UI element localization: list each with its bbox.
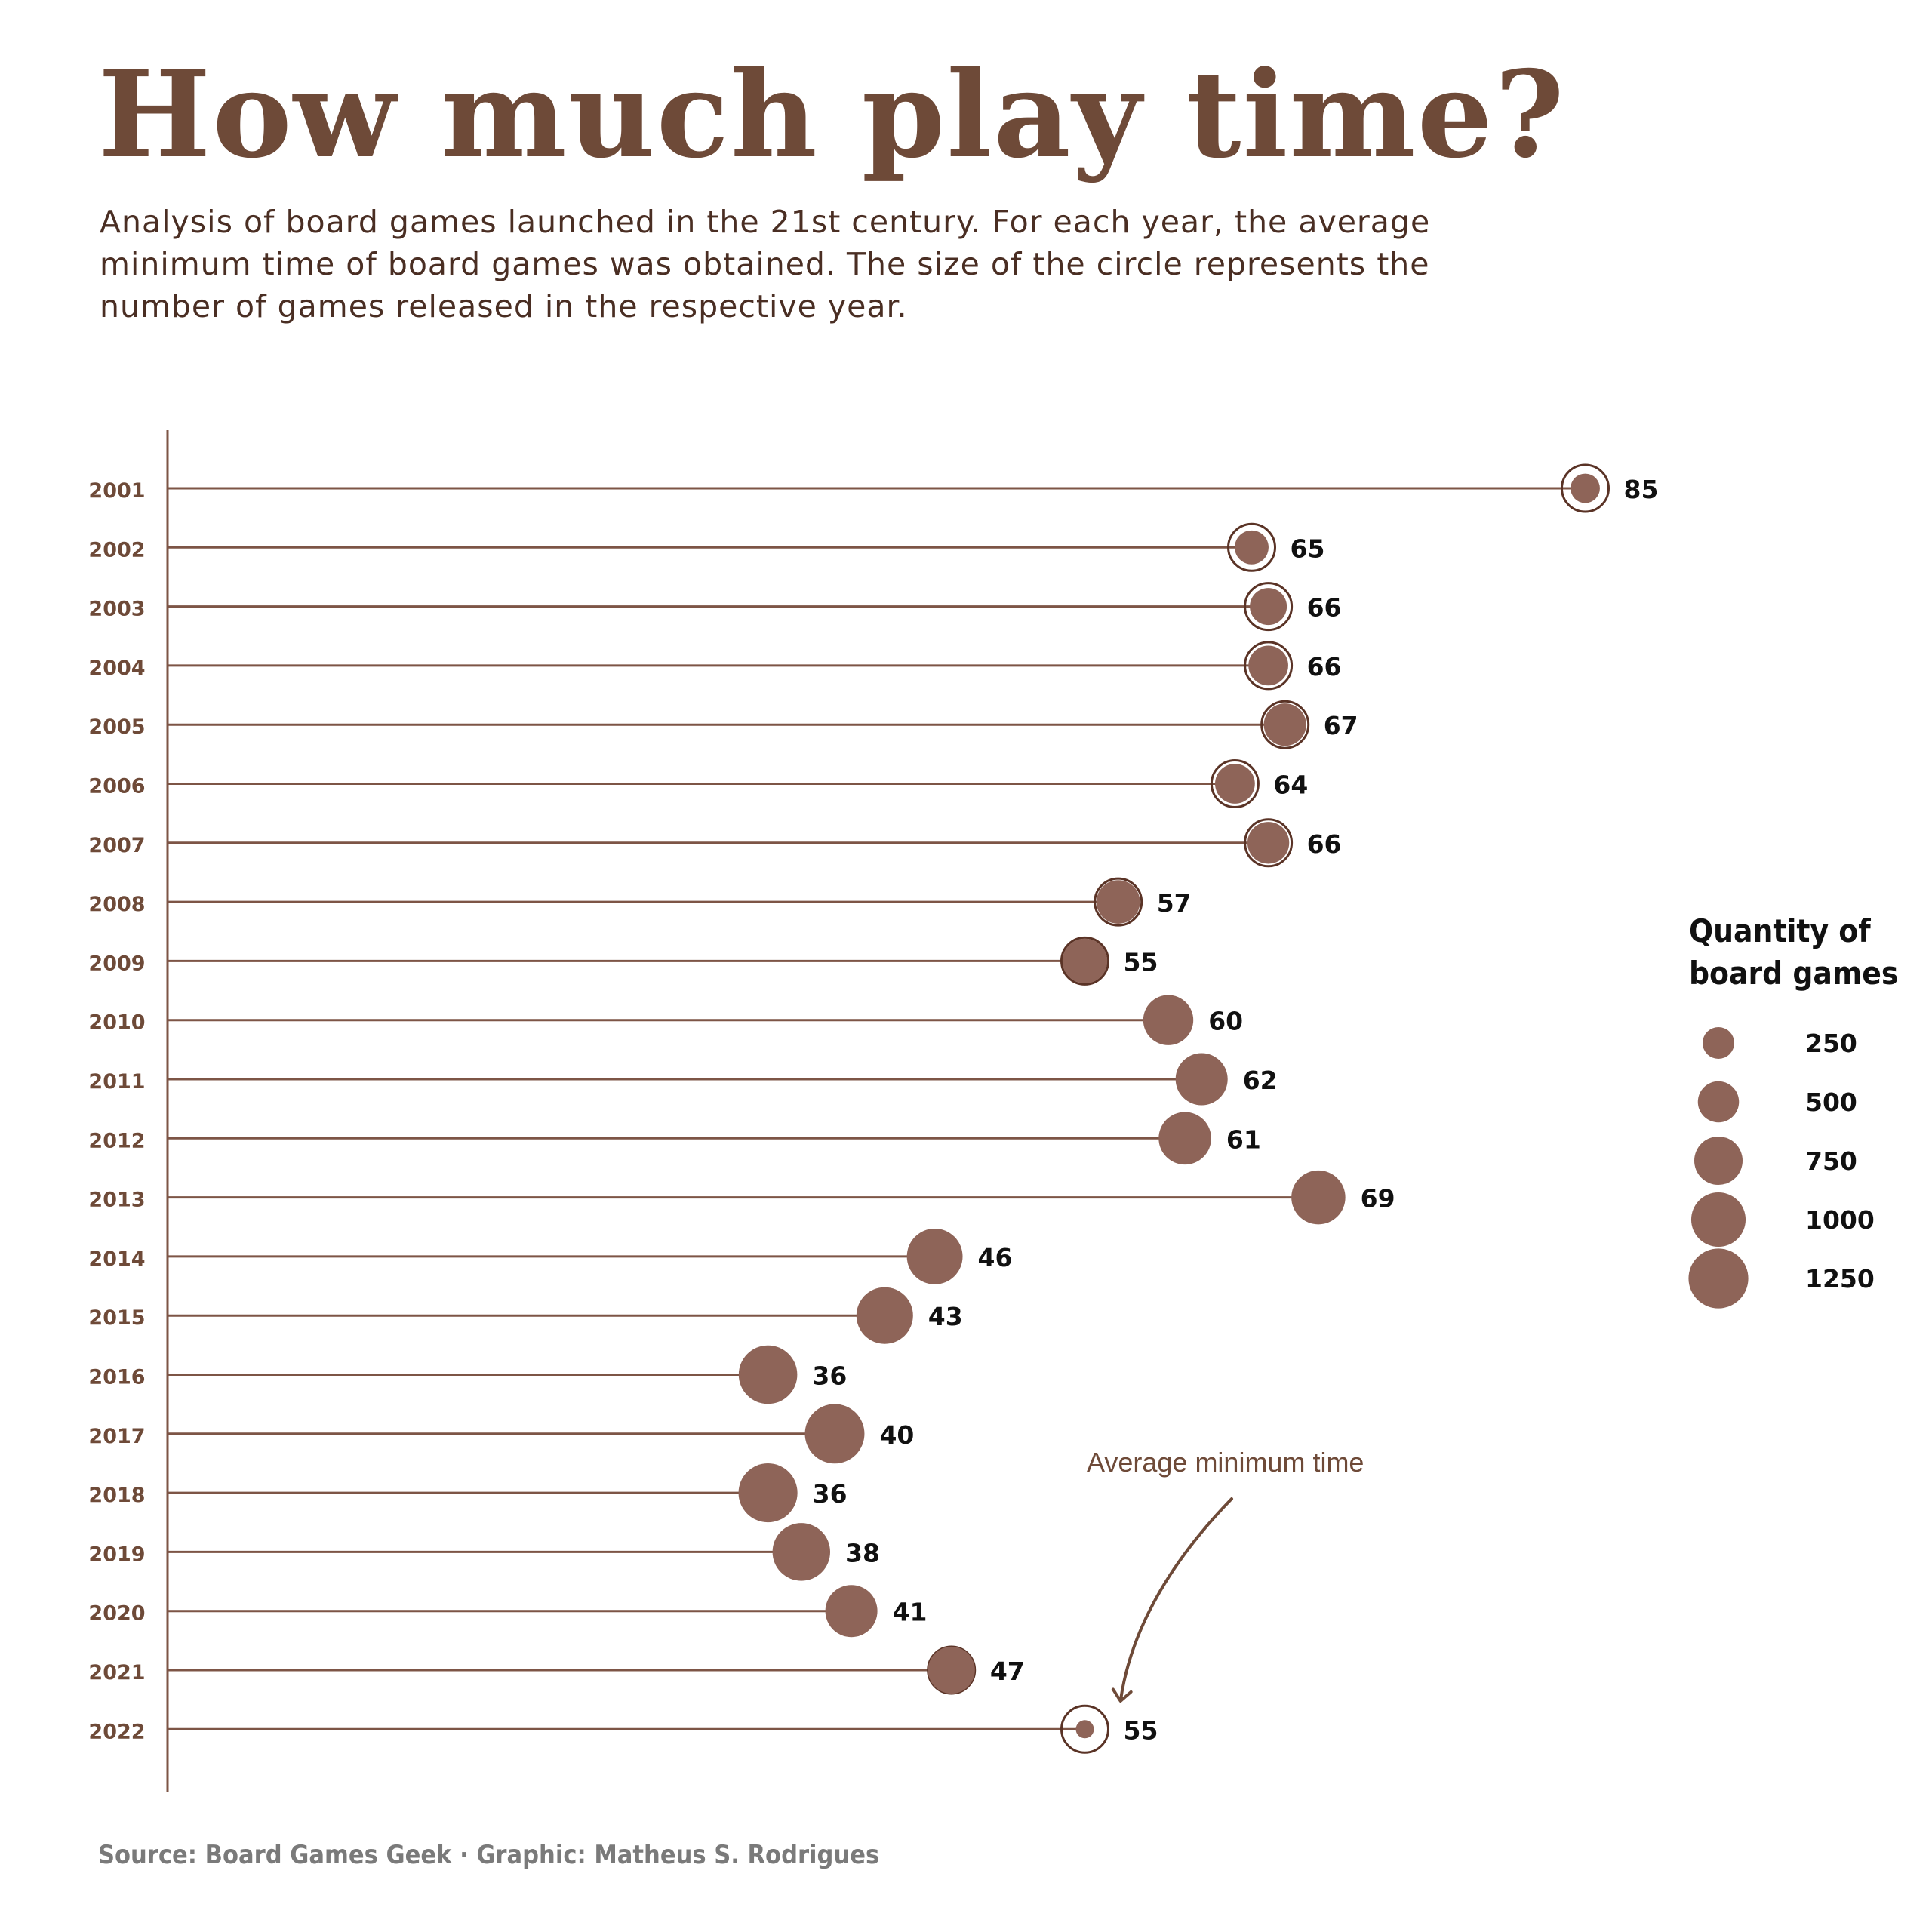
average-ring [1060,936,1109,986]
value-label: 36 [812,1361,847,1391]
year-tick-label: 2008 [88,893,145,916]
average-ring [1210,759,1260,808]
value-label: 65 [1291,534,1325,563]
legend-size-dot [1702,1026,1735,1060]
count-dot [1096,880,1140,924]
year-tick-label: 2012 [88,1129,145,1152]
year-tick-label: 2018 [88,1484,145,1507]
count-dot [1291,1170,1346,1225]
year-tick-label: 2014 [88,1247,145,1271]
count-dot [1247,822,1290,864]
count-dot [1143,995,1194,1045]
legend-size-label: 750 [1805,1146,1857,1176]
count-dot [1062,938,1108,984]
chart-subtitle: Analysis of board games launched in the … [100,204,1431,325]
value-label: 66 [1307,593,1342,623]
legend-title-line2: board games [1689,955,1898,992]
average-ring [1244,641,1294,691]
average-ring [1260,700,1310,749]
count-dot [1215,764,1255,804]
year-tick-label: 2001 [88,479,145,503]
count-dot [856,1287,913,1344]
average-ring [1060,1704,1109,1754]
legend-size-label: 1000 [1805,1205,1875,1235]
value-label: 85 [1624,475,1659,504]
count-dot [804,1404,865,1464]
count-dot [1075,1720,1094,1739]
value-label: 38 [845,1538,880,1567]
value-label: 43 [928,1302,963,1331]
count-dot [1248,645,1288,686]
value-label: 60 [1208,1007,1243,1036]
year-tick-label: 2006 [88,775,145,798]
year-tick-label: 2021 [88,1661,145,1684]
year-tick-label: 2020 [88,1602,145,1626]
value-label: 67 [1324,711,1358,740]
year-tick-label: 2005 [88,715,145,739]
year-tick-label: 2004 [88,657,145,680]
legend-title: Quantity of [1689,912,1871,949]
count-dot [1175,1053,1228,1106]
legend-size-dot [1694,1136,1743,1186]
year-tick-label: 2022 [88,1720,145,1743]
year-tick-label: 2002 [88,538,145,561]
year-tick-label: 2009 [88,952,145,975]
value-label: 61 [1226,1124,1261,1154]
value-label: 46 [978,1243,1013,1272]
year-tick-label: 2010 [88,1011,145,1035]
count-dot [772,1523,831,1581]
annotation-arrow [1111,1497,1233,1703]
count-dot [1571,473,1600,503]
year-tick-label: 2019 [88,1543,145,1566]
legend-size-label: 250 [1805,1029,1857,1058]
value-label: 66 [1307,652,1342,681]
year-tick-label: 2016 [88,1366,145,1389]
count-dot [1263,703,1306,746]
average-ring [1227,522,1276,572]
count-dot [1250,588,1287,626]
value-label: 62 [1243,1066,1278,1095]
legend-size-dot [1697,1081,1740,1123]
count-dot [1158,1112,1211,1165]
legend-size-label: 500 [1805,1088,1857,1117]
count-dot [1235,530,1269,565]
year-tick-label: 2003 [88,598,145,621]
chart-title: How much play time? [98,45,1566,185]
year-tick-label: 2007 [88,834,145,857]
value-label: 69 [1361,1184,1395,1214]
value-label: 36 [813,1479,848,1509]
count-dot [738,1345,798,1404]
year-tick-label: 2015 [88,1306,145,1330]
count-dot [825,1585,878,1638]
legend-size-dot [1690,1192,1746,1247]
average-ring [1244,818,1294,868]
value-label: 40 [879,1420,914,1450]
count-dot [738,1463,798,1523]
year-tick-label: 2011 [88,1070,145,1094]
annotation-text: Average minimum time [1087,1447,1364,1478]
value-label: 47 [990,1657,1025,1686]
count-dot [928,1646,975,1694]
year-tick-label: 2013 [88,1189,145,1212]
value-label: 66 [1307,829,1342,859]
legend-size-label: 1250 [1805,1264,1875,1294]
average-ring [1244,582,1294,632]
value-label: 64 [1273,771,1308,800]
count-dot [906,1228,963,1284]
year-tick-label: 2017 [88,1425,145,1448]
average-ring [1561,463,1610,513]
value-label: 41 [893,1598,928,1627]
source-credit: Source: Board Games Geek · Graphic: Math… [98,1840,880,1870]
value-label: 57 [1157,888,1192,918]
legend-size-dot [1688,1248,1749,1309]
value-label: 55 [1124,947,1158,977]
value-label: 55 [1124,1715,1158,1745]
average-ring [1094,877,1143,927]
